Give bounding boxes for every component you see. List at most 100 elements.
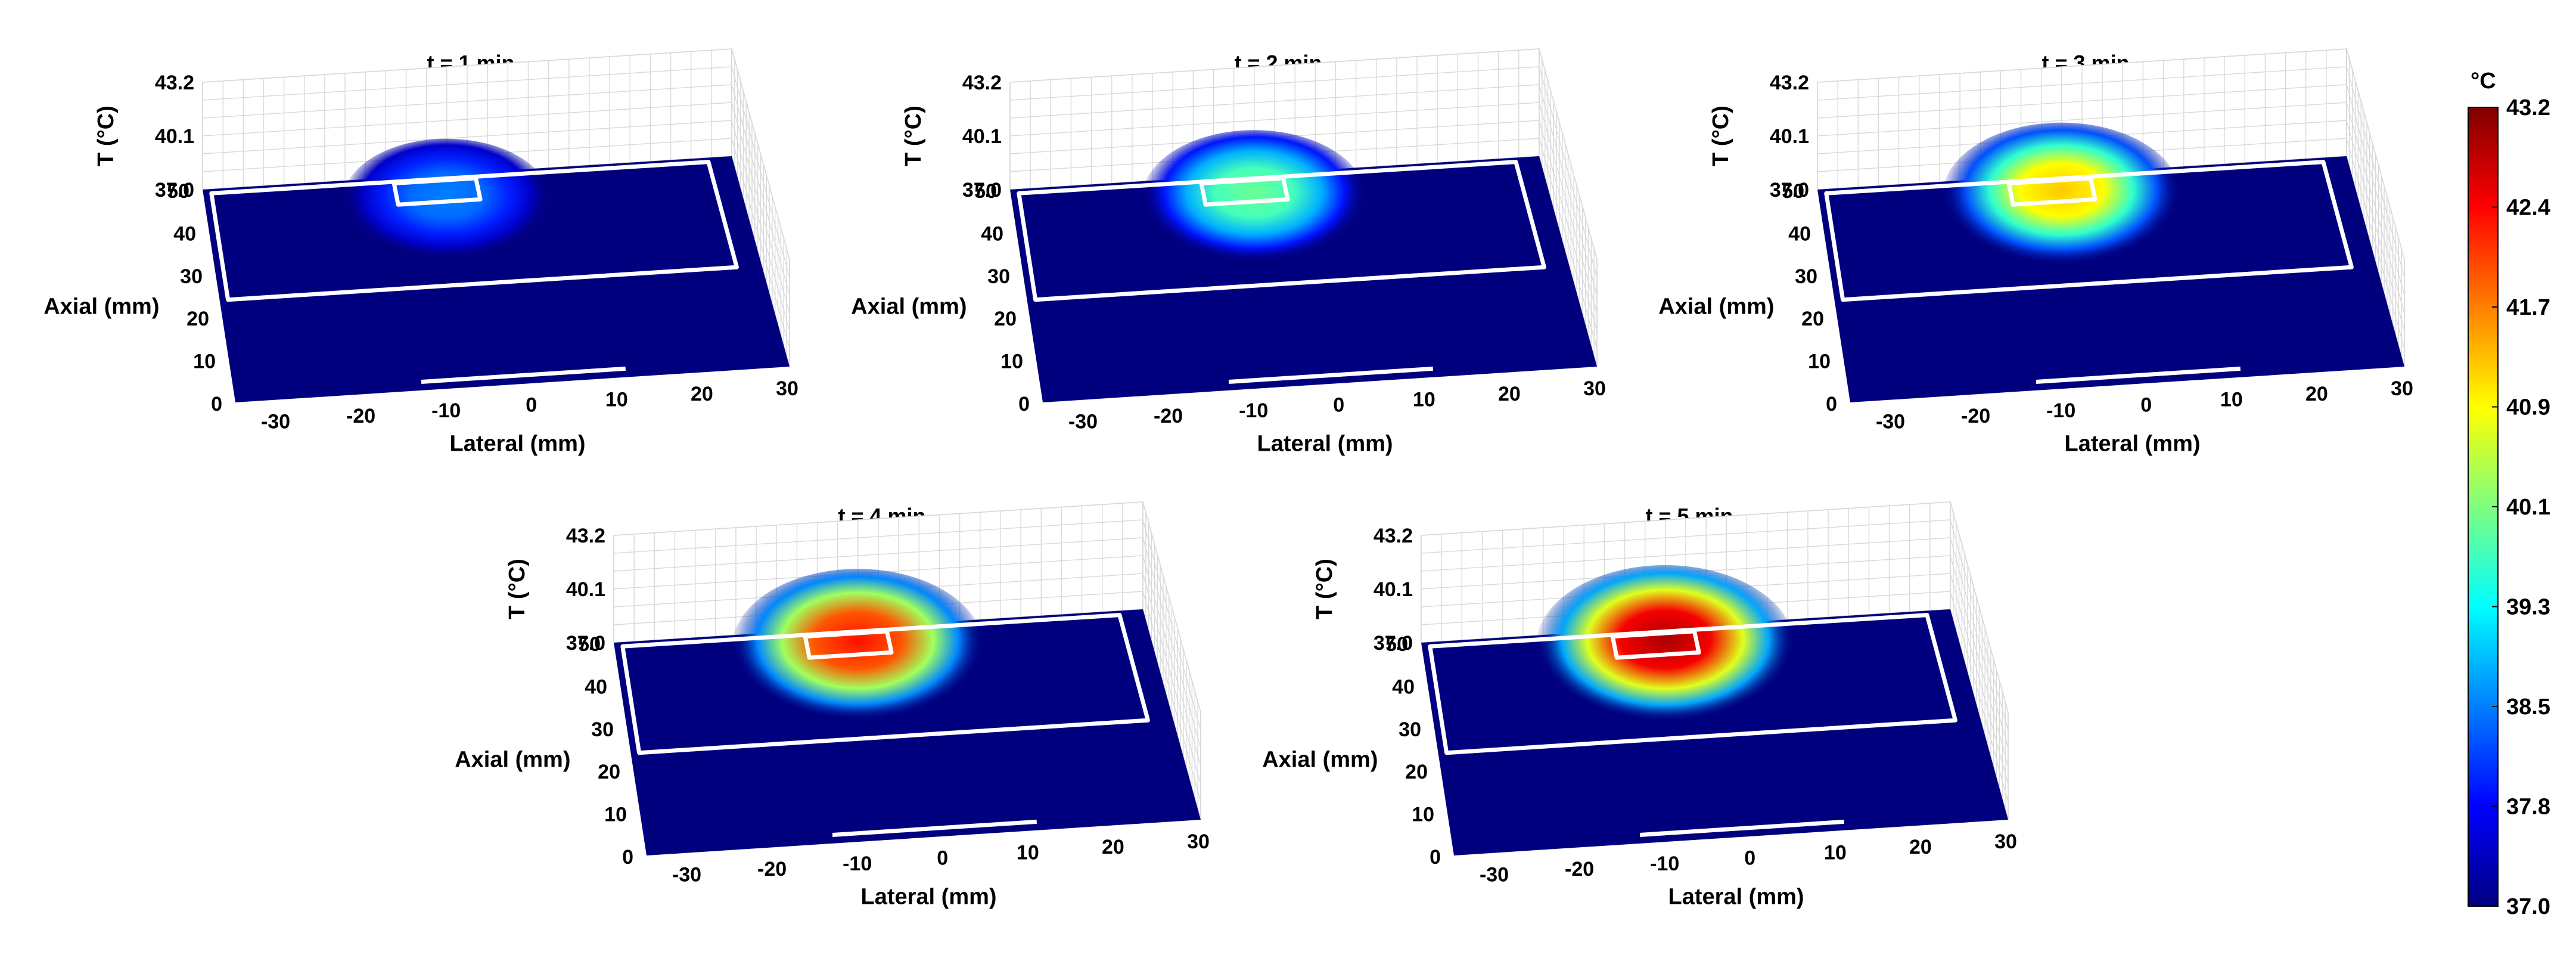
region-outline-focus (2006, 176, 2098, 207)
colorbar-unit: °C (2471, 69, 2496, 94)
y-tick-label: 30 (1795, 265, 1817, 288)
y-tick-label: 30 (1399, 718, 1421, 741)
grid-line (1421, 537, 2009, 749)
z-tick-label: 40.1 (1770, 125, 1809, 148)
z-tick-label: 37.0 (1374, 632, 1413, 655)
grid-line (202, 66, 790, 278)
colorbar-tick-label: 41.7 (2506, 295, 2550, 320)
x-tick-label: 20 (1909, 836, 1932, 858)
grid-line (613, 501, 1201, 713)
y-tick-label: 20 (598, 761, 620, 783)
colorbar-tick-label: 37.8 (2506, 795, 2550, 820)
grid-line (1817, 84, 2405, 296)
region-outline-large (620, 613, 1150, 755)
grid-line (613, 537, 1201, 749)
region-outline-focus (1610, 629, 1701, 660)
panel-2: t = 2 min-30 -20 -10 0 10 20 300102030405037.0… (851, 48, 1606, 456)
x-tick-label: 0 (1744, 847, 1755, 870)
y-tick-label: 50 (1782, 180, 1804, 203)
region-outline-large (1017, 160, 1546, 302)
region-outline-large (1428, 613, 1957, 755)
z-tick-label: 40.1 (1374, 578, 1413, 601)
grid-line (613, 555, 1201, 767)
z-axis-label: T (°C) (505, 559, 530, 619)
y-tick-label: 20 (1405, 761, 1428, 783)
z-tick-label: 40.1 (962, 125, 1002, 148)
x-tick-label: 30 (776, 377, 798, 400)
colorbar-tick-label: 43.2 (2506, 95, 2550, 120)
y-axis-label: Axial (mm) (1262, 748, 1378, 773)
colorbar-tick-label: 40.9 (2506, 395, 2550, 420)
x-tick-label: -30 (261, 410, 290, 433)
grid-line (1009, 66, 1598, 278)
region-outline-large (209, 160, 739, 302)
z-tick-label: 43.2 (155, 72, 194, 94)
x-tick-label: 20 (2305, 383, 2328, 405)
grid-line (1009, 84, 1598, 296)
x-tick-label: 0 (937, 847, 948, 870)
x-axis-label: Lateral (mm) (1257, 431, 1393, 456)
colorbar-tick-label: 42.4 (2506, 196, 2550, 221)
x-tick-label: 20 (1102, 836, 1124, 858)
y-tick-label: 50 (578, 633, 601, 656)
grid-line (202, 48, 790, 260)
z-tick-label: 43.2 (962, 72, 1002, 94)
grid-line (1817, 66, 2405, 278)
grid (1817, 48, 2405, 367)
x-tick-label: -20 (1961, 405, 1990, 427)
y-tick-label: 10 (1000, 351, 1023, 373)
region-outline-focus (391, 176, 483, 207)
z-tick-label: 40.1 (566, 578, 605, 601)
y-tick-label: 40 (173, 222, 196, 245)
y-tick-label: 50 (974, 180, 997, 203)
transducer-line (1639, 819, 1844, 837)
grid-line (613, 519, 1201, 731)
x-tick-label: 10 (1413, 388, 1435, 411)
y-tick-label: 40 (1788, 222, 1811, 245)
grid (1009, 48, 1598, 367)
x-tick-label: 0 (526, 394, 537, 417)
colorbar-tick-label: 40.1 (2506, 495, 2550, 520)
y-tick-label: 20 (1801, 308, 1824, 330)
colorbar: 43.2 42.4 41.7 40.9 40.1 39.3 38.5 37.8 37.0 °C (2468, 69, 2550, 919)
x-tick-label: -30 (1068, 410, 1098, 433)
heat-dome (1535, 565, 1795, 730)
heat-dome (731, 569, 984, 728)
x-tick-label: -30 (672, 863, 701, 886)
x-tick-label: 10 (1017, 841, 1039, 864)
z-axis-label: T (°C) (1708, 106, 1733, 166)
x-tick-label: -20 (757, 858, 787, 881)
panels: t = 1 min-30 -20 -10 0 10 20 300102030405037.0… (43, 48, 2413, 909)
y-tick-label: 10 (604, 804, 627, 826)
x-tick-label: -30 (1876, 410, 1905, 433)
x-tick-label: 0 (1333, 394, 1344, 417)
colorbar-tick-label: 38.5 (2506, 695, 2550, 720)
region-outline-focus (1199, 176, 1290, 207)
grid-line (1817, 48, 2405, 260)
grid-line (1009, 102, 1598, 314)
x-axis-label: Lateral (mm) (450, 431, 586, 456)
z-tick-label: 37.0 (566, 632, 605, 655)
x-axis-label: Lateral (mm) (2065, 431, 2201, 456)
z-tick-label: 40.1 (155, 125, 194, 148)
grid-line (202, 120, 790, 331)
y-tick-label: 0 (622, 846, 633, 869)
grid-line (1817, 102, 2405, 314)
x-tick-label: 30 (1994, 830, 2017, 853)
heat-dome (1941, 122, 2182, 272)
y-tick-label: 20 (994, 308, 1017, 330)
z-axis-label: T (°C) (901, 106, 926, 166)
y-tick-label: 40 (981, 222, 1003, 245)
y-tick-label: 30 (591, 718, 614, 741)
x-tick-label: 30 (1187, 830, 1210, 853)
x-tick-label: -10 (843, 852, 872, 875)
grid-line (1009, 120, 1598, 331)
x-tick-label: 30 (2391, 377, 2413, 400)
x-tick-label: 10 (2220, 388, 2243, 411)
panel-3: t = 3 min-30 -20 -10 0 10 20 300102030405037.0… (1658, 48, 2413, 456)
grid-line (1009, 48, 1598, 260)
y-tick-label: 40 (1392, 675, 1415, 698)
z-tick-label: 43.2 (566, 525, 605, 547)
x-tick-label: 30 (1583, 377, 1606, 400)
y-tick-label: 0 (1018, 393, 1030, 416)
